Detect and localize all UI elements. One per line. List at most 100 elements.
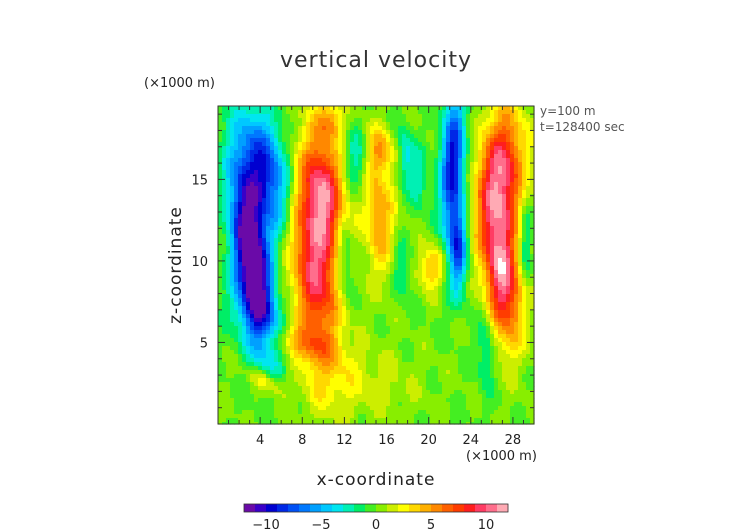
contour-cell (382, 338, 387, 343)
contour-cell (222, 154, 227, 159)
contour-cell (454, 174, 459, 179)
contour-cell (426, 122, 431, 127)
contour-cell (226, 178, 231, 183)
contour-cell (270, 310, 275, 315)
contour-cell (306, 274, 311, 279)
contour-cell (342, 302, 347, 307)
contour-cell (494, 338, 499, 343)
contour-cell (454, 254, 459, 259)
contour-cell (434, 222, 439, 227)
contour-cell (334, 242, 339, 247)
contour-cell (274, 238, 279, 243)
contour-cell (478, 250, 483, 255)
contour-cell (454, 278, 459, 283)
contour-cell (354, 326, 359, 331)
contour-cell (502, 246, 507, 251)
contour-cell (382, 198, 387, 203)
contour-cell (338, 142, 343, 147)
contour-cell (510, 174, 515, 179)
contour-cell (278, 158, 283, 163)
contour-cell (238, 158, 243, 163)
contour-cell (446, 134, 451, 139)
contour-cell (266, 106, 271, 111)
contour-cell (490, 250, 495, 255)
contour-cell (258, 358, 263, 363)
contour-cell (414, 226, 419, 231)
contour-cell (466, 206, 471, 211)
contour-cell (414, 194, 419, 199)
contour-cell (454, 338, 459, 343)
contour-cell (474, 206, 479, 211)
contour-cell (298, 206, 303, 211)
contour-cell (338, 182, 343, 187)
contour-cell (270, 170, 275, 175)
contour-cell (222, 178, 227, 183)
contour-cell (378, 194, 383, 199)
contour-cell (454, 134, 459, 139)
contour-cell (530, 266, 535, 271)
contour-cell (278, 350, 283, 355)
contour-cell (266, 134, 271, 139)
contour-cell (350, 282, 355, 287)
contour-cell (426, 166, 431, 171)
contour-cell (286, 326, 291, 331)
contour-cell (462, 206, 467, 211)
contour-cell (322, 290, 327, 295)
contour-cell (354, 202, 359, 207)
contour-cell (470, 278, 475, 283)
contour-cell (362, 326, 367, 331)
contour-cell (262, 282, 267, 287)
contour-cell (482, 214, 487, 219)
contour-cell (530, 314, 535, 319)
contour-cell (414, 322, 419, 327)
contour-cell (338, 234, 343, 239)
contour-cell (354, 286, 359, 291)
contour-cell (402, 142, 407, 147)
contour-cell (510, 334, 515, 339)
contour-cell (226, 142, 231, 147)
contour-cell (286, 230, 291, 235)
contour-cell (338, 166, 343, 171)
contour-cell (298, 174, 303, 179)
contour-cell (354, 186, 359, 191)
contour-cell (410, 298, 415, 303)
contour-cell (510, 118, 515, 123)
contour-cell (406, 214, 411, 219)
contour-cell (314, 202, 319, 207)
contour-cell (294, 122, 299, 127)
contour-cell (338, 214, 343, 219)
contour-cell (494, 330, 499, 335)
contour-cell (294, 258, 299, 263)
contour-cell (354, 214, 359, 219)
contour-cell (266, 262, 271, 267)
contour-cell (314, 342, 319, 347)
contour-cell (262, 130, 267, 135)
contour-cell (238, 114, 243, 119)
contour-cell (274, 106, 279, 111)
contour-cell (450, 326, 455, 331)
contour-cell (290, 150, 295, 155)
contour-cell (286, 174, 291, 179)
contour-cell (366, 282, 371, 287)
contour-cell (474, 158, 479, 163)
contour-cell (242, 186, 247, 191)
contour-cell (430, 318, 435, 323)
contour-cell (222, 242, 227, 247)
contour-cell (418, 302, 423, 307)
contour-cell (470, 202, 475, 207)
contour-cell (218, 214, 223, 219)
contour-cell (294, 182, 299, 187)
contour-cell (414, 150, 419, 155)
contour-cell (330, 210, 335, 215)
contour-cell (526, 266, 531, 271)
contour-cell (246, 150, 251, 155)
contour-cell (354, 302, 359, 307)
contour-cell (350, 246, 355, 251)
contour-cell (290, 346, 295, 351)
contour-cell (494, 226, 499, 231)
contour-cell (486, 294, 491, 299)
contour-cell (510, 254, 515, 259)
contour-cell (462, 194, 467, 199)
contour-cell (426, 326, 431, 331)
contour-cell (474, 326, 479, 331)
